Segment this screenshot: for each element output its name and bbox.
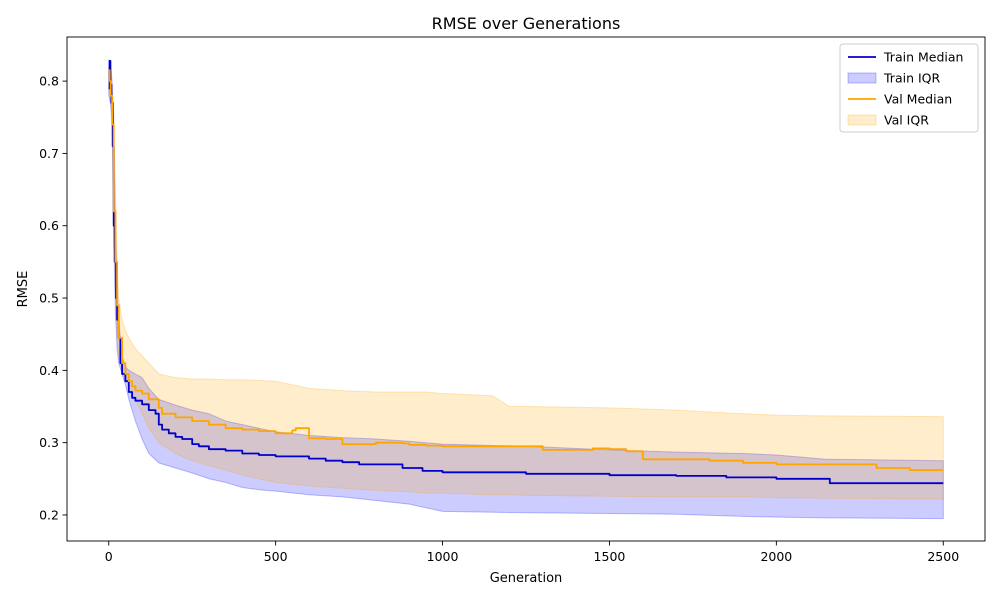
val-median-line <box>108 69 944 471</box>
train-median-legend-label: Train Median <box>883 50 963 65</box>
y-axis: 0.2 0.3 0.4 0.5 0.6 0.7 0.8 <box>39 74 67 522</box>
y-tick-label: 0.8 <box>39 74 59 89</box>
y-tick-label: 0.2 <box>39 507 59 522</box>
y-tick-label: 0.5 <box>39 291 59 306</box>
val-median-legend-label: Val Median <box>884 92 952 107</box>
train-iqr-legend-swatch <box>847 72 877 84</box>
x-tick-label: 2500 <box>927 549 959 564</box>
plot-layer <box>108 59 944 520</box>
val-iqr-legend-label: Val IQR <box>884 113 929 128</box>
x-tick-label: 1500 <box>594 549 626 564</box>
x-axis-label: Generation <box>490 571 563 586</box>
legend: Train Median Train IQR Val Median Val IQR <box>839 43 979 133</box>
plot-frame <box>66 36 986 542</box>
chart-title: RMSE over Generations <box>432 14 621 33</box>
legend-box <box>839 43 979 133</box>
train-iqr-legend-label: Train IQR <box>883 71 940 86</box>
y-tick-label: 0.6 <box>39 218 59 233</box>
val-iqr-legend-swatch <box>847 114 877 126</box>
x-axis: 0 500 1000 1500 2000 2500 <box>105 541 959 564</box>
x-tick-label: 1000 <box>427 549 459 564</box>
y-axis-label: RMSE <box>16 271 31 308</box>
plot-area <box>108 59 944 520</box>
y-tick-label: 0.4 <box>39 363 59 378</box>
x-tick-label: 2000 <box>760 549 792 564</box>
x-tick-label: 0 <box>105 549 113 564</box>
x-tick-label: 500 <box>264 549 288 564</box>
y-tick-label: 0.3 <box>39 435 59 450</box>
y-tick-label: 0.7 <box>39 146 59 161</box>
val-iqr-band <box>108 66 944 500</box>
train-iqr-band <box>108 59 944 520</box>
